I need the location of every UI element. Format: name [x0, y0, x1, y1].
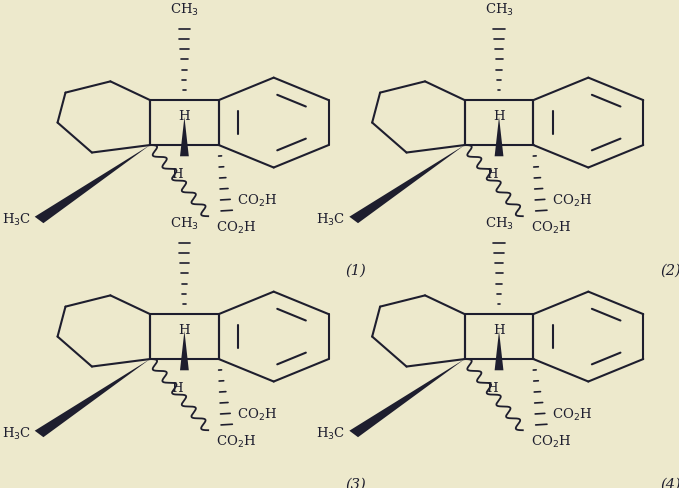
Text: (1): (1) — [346, 264, 367, 278]
Text: (3): (3) — [346, 478, 367, 488]
Text: CO$_2$H: CO$_2$H — [531, 220, 571, 236]
Text: H$_3$C: H$_3$C — [316, 212, 346, 228]
Text: CO$_2$H: CO$_2$H — [237, 407, 278, 423]
Text: H: H — [485, 382, 498, 394]
Text: (2): (2) — [661, 264, 679, 278]
Text: H$_3$C: H$_3$C — [2, 426, 31, 442]
Text: H$_3$C: H$_3$C — [2, 212, 31, 228]
Polygon shape — [180, 117, 189, 156]
Text: H: H — [179, 110, 190, 123]
Text: CH$_3$: CH$_3$ — [170, 1, 199, 18]
Text: H: H — [493, 325, 505, 338]
Text: CH$_3$: CH$_3$ — [170, 216, 199, 232]
Text: CO$_2$H: CO$_2$H — [552, 193, 592, 209]
Text: H: H — [171, 382, 183, 394]
Text: H: H — [171, 167, 183, 181]
Text: CO$_2$H: CO$_2$H — [237, 193, 278, 209]
Polygon shape — [349, 359, 464, 437]
Text: H$_3$C: H$_3$C — [316, 426, 346, 442]
Text: CH$_3$: CH$_3$ — [485, 216, 513, 232]
Polygon shape — [35, 359, 150, 437]
Polygon shape — [35, 145, 150, 223]
Text: CH$_3$: CH$_3$ — [485, 1, 513, 18]
Polygon shape — [494, 117, 503, 156]
Text: CO$_2$H: CO$_2$H — [552, 407, 592, 423]
Polygon shape — [494, 331, 503, 370]
Text: CO$_2$H: CO$_2$H — [216, 434, 257, 450]
Text: H: H — [485, 167, 498, 181]
Text: H: H — [179, 325, 190, 338]
Text: CO$_2$H: CO$_2$H — [531, 434, 571, 450]
Text: (4): (4) — [661, 478, 679, 488]
Text: CO$_2$H: CO$_2$H — [216, 220, 257, 236]
Polygon shape — [349, 145, 464, 223]
Polygon shape — [180, 331, 189, 370]
Text: H: H — [493, 110, 505, 123]
